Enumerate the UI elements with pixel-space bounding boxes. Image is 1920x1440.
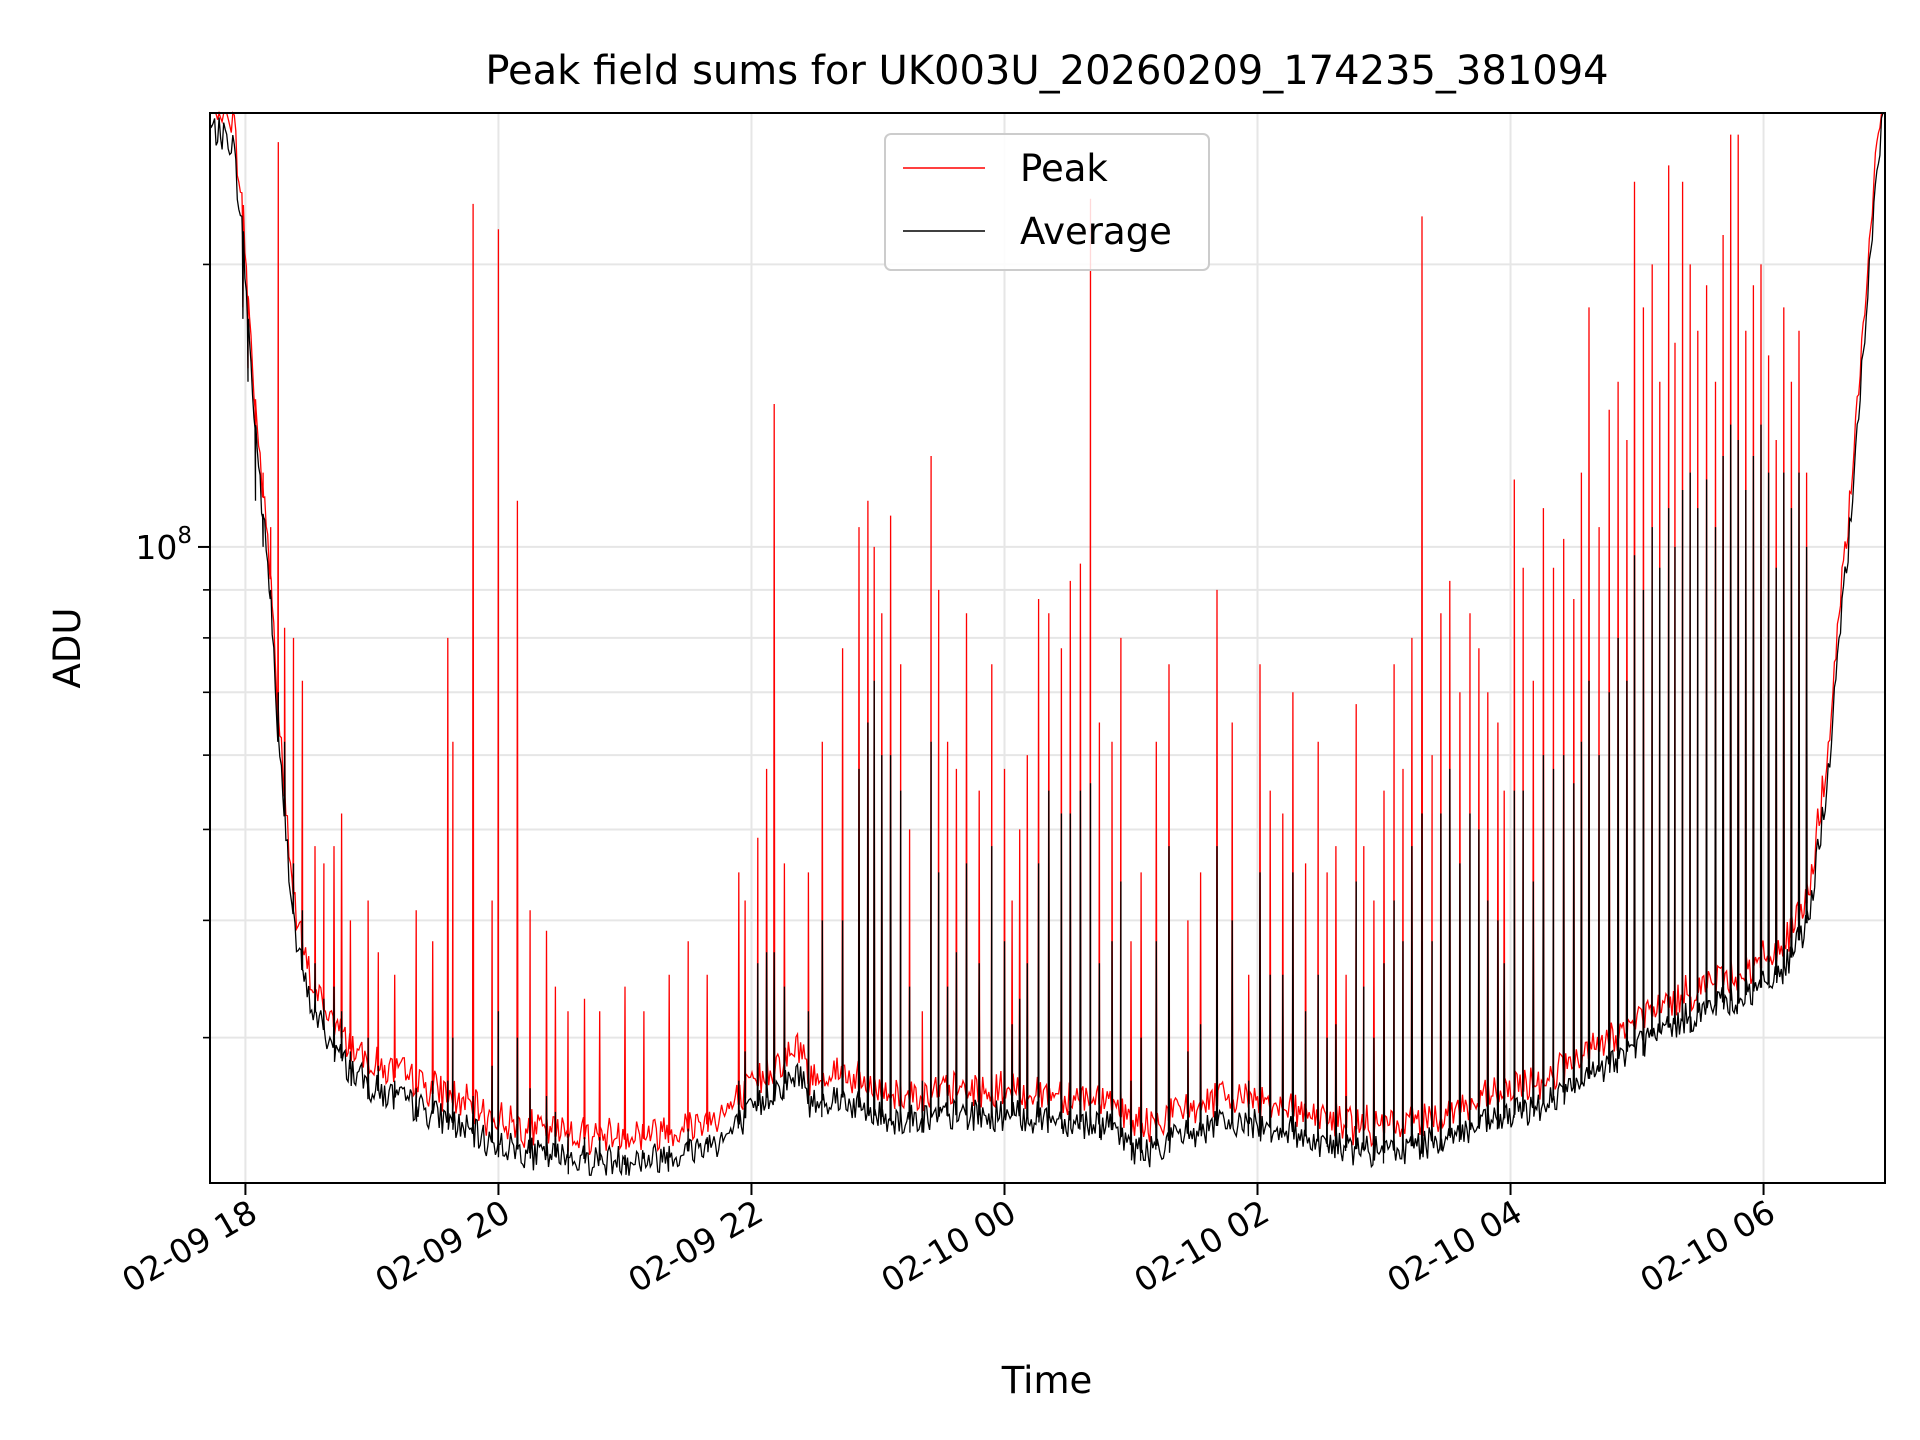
grid bbox=[210, 113, 1885, 1183]
plot-area bbox=[210, 113, 1885, 1183]
x-axis-label: Time bbox=[1001, 1359, 1093, 1402]
series-line-average bbox=[209, 112, 1885, 1177]
plot-frame bbox=[209, 112, 1886, 1184]
legend-label-peak: Peak bbox=[1020, 147, 1108, 190]
chart-title: Peak field sums for UK003U_20260209_1742… bbox=[485, 48, 1608, 94]
legend: Peak Average bbox=[884, 133, 1210, 271]
y-axis-label: ADU bbox=[46, 608, 89, 689]
legend-label-average: Average bbox=[1020, 210, 1172, 253]
series-layer bbox=[209, 110, 1885, 1177]
